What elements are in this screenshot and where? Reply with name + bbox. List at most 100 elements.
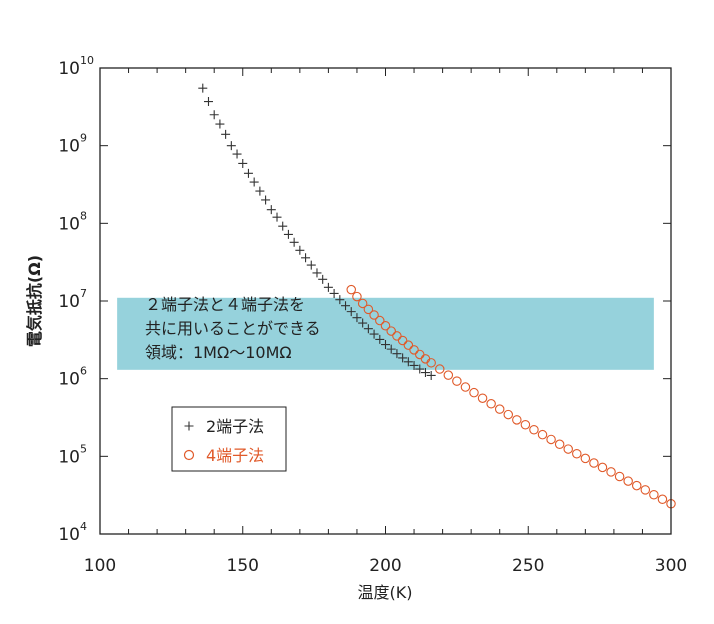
circle-marker xyxy=(375,315,385,326)
circle-marker xyxy=(477,393,488,403)
circle-marker xyxy=(426,358,436,368)
plus-marker xyxy=(369,329,379,339)
circle-marker xyxy=(460,382,471,392)
overlap-region-band xyxy=(117,297,654,370)
y-tick-label: 10 xyxy=(58,137,80,157)
circle-marker xyxy=(623,476,633,486)
plus-marker xyxy=(278,221,288,231)
plus-marker xyxy=(261,195,271,205)
circle-marker xyxy=(352,291,362,302)
circle-marker xyxy=(657,494,668,505)
circle-marker xyxy=(580,453,591,464)
circle-marker xyxy=(537,429,548,440)
y-tick-exponent: 10 xyxy=(80,54,94,67)
circle-marker xyxy=(494,404,505,414)
plus-marker xyxy=(283,229,293,239)
plus-marker xyxy=(301,253,311,263)
y-tick-exponent: 7 xyxy=(80,287,87,300)
plus-marker xyxy=(398,353,408,363)
circle-marker xyxy=(392,331,402,341)
plus-marker xyxy=(392,349,402,359)
plus-marker xyxy=(352,313,362,323)
legend-marker-plus xyxy=(184,421,194,431)
plus-marker xyxy=(341,301,351,311)
plus-marker xyxy=(232,149,242,159)
y-tick-label: 10 xyxy=(58,292,80,312)
legend-label: 4端子法 xyxy=(206,446,264,465)
plus-marker xyxy=(249,177,259,187)
y-tick-exponent: 4 xyxy=(80,520,87,533)
plus-marker xyxy=(358,318,368,328)
band-text-line: 領域：1MΩ～10MΩ xyxy=(145,343,292,362)
x-tick-label: 100 xyxy=(84,556,116,576)
circle-marker xyxy=(597,462,608,473)
circle-marker xyxy=(614,471,625,482)
circle-marker xyxy=(589,458,599,468)
y-tick-label: 10 xyxy=(58,59,80,79)
plus-marker xyxy=(198,83,208,93)
band-text-line: ２端子法と４端子法を xyxy=(145,295,305,314)
plus-marker xyxy=(215,119,225,129)
plus-marker xyxy=(243,168,253,178)
circle-marker xyxy=(649,490,659,500)
y-axis-label: 電気抵抗(Ω) xyxy=(25,255,44,347)
plus-marker xyxy=(209,110,219,120)
plus-marker xyxy=(420,368,430,378)
plus-marker xyxy=(426,370,436,380)
legend-box xyxy=(171,406,287,472)
plus-marker xyxy=(272,212,282,222)
plus-marker xyxy=(238,158,248,168)
x-axis-label: 温度(K) xyxy=(358,583,413,602)
x-tick-labels: 100 150 200 250 300 xyxy=(84,556,687,576)
y-tick-label: 10 xyxy=(58,447,80,467)
circle-marker xyxy=(386,326,396,336)
circle-marker xyxy=(363,304,374,315)
plus-marker xyxy=(375,334,385,344)
plus-marker xyxy=(329,288,339,298)
y-tick-exponent: 8 xyxy=(80,209,87,222)
plus-marker xyxy=(415,364,425,374)
circle-marker xyxy=(512,415,522,425)
circle-marker xyxy=(434,364,445,374)
legend-label: 2端子法 xyxy=(206,417,264,436)
circle-marker xyxy=(546,434,556,445)
series-2-terminal xyxy=(198,83,436,380)
plus-marker xyxy=(363,324,373,334)
circle-marker xyxy=(443,370,454,380)
plus-marker xyxy=(346,307,356,317)
circle-marker xyxy=(503,409,514,420)
plus-marker xyxy=(403,357,413,367)
legend: 2端子法 4端子法 xyxy=(171,406,287,472)
y-tick-exponent: 5 xyxy=(80,442,87,455)
circle-marker xyxy=(606,467,616,477)
plus-marker xyxy=(226,141,236,151)
circle-marker xyxy=(640,485,651,495)
band-text-line: 共に用いることができる xyxy=(145,319,321,338)
plus-marker xyxy=(306,260,316,270)
y-tick-exponent: 9 xyxy=(80,132,87,145)
circle-marker xyxy=(357,298,368,309)
x-tick-label: 250 xyxy=(512,556,544,576)
y-tick-label: 10 xyxy=(58,525,80,545)
plus-marker xyxy=(312,268,322,278)
circle-marker xyxy=(409,345,419,355)
x-tick-label: 200 xyxy=(369,556,401,576)
plus-marker xyxy=(386,344,396,354)
plus-marker xyxy=(184,421,194,431)
plus-marker xyxy=(289,237,299,247)
legend-marker-circle xyxy=(183,449,195,461)
circle-marker xyxy=(380,321,391,331)
circle-marker xyxy=(520,420,531,430)
plus-marker xyxy=(323,282,333,292)
circle-marker xyxy=(452,376,462,386)
plus-marker xyxy=(295,245,305,255)
plus-marker xyxy=(409,360,419,370)
y-tick-exponent: 6 xyxy=(80,365,87,378)
circle-marker xyxy=(346,284,356,295)
x-tick-label: 300 xyxy=(655,556,687,576)
plus-marker xyxy=(318,274,328,284)
plus-marker xyxy=(255,186,265,196)
circle-marker xyxy=(572,448,582,459)
